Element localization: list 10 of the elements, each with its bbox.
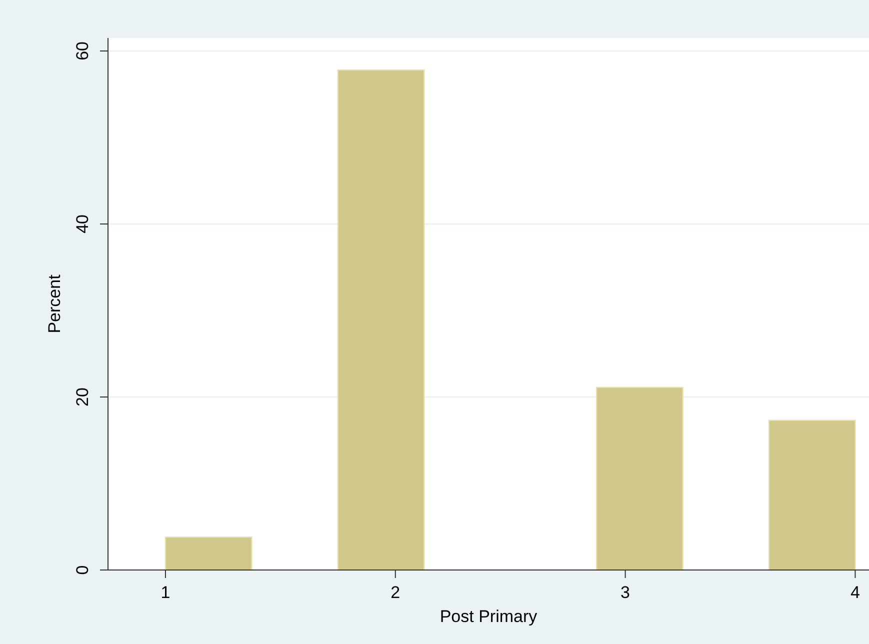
y-tick-label: 0 <box>73 565 92 575</box>
x-tick-label: 1 <box>160 583 170 602</box>
y-tick-label: 40 <box>73 214 92 234</box>
x-tick-label: 3 <box>620 583 630 602</box>
x-tick-label: 2 <box>390 583 400 602</box>
y-axis-title: Percent <box>45 274 64 334</box>
y-tick-label: 60 <box>73 42 92 60</box>
x-axis-title: Post Primary <box>440 607 538 626</box>
y-tick-label: 20 <box>73 388 92 406</box>
x-tick-label: 4 <box>850 583 860 602</box>
